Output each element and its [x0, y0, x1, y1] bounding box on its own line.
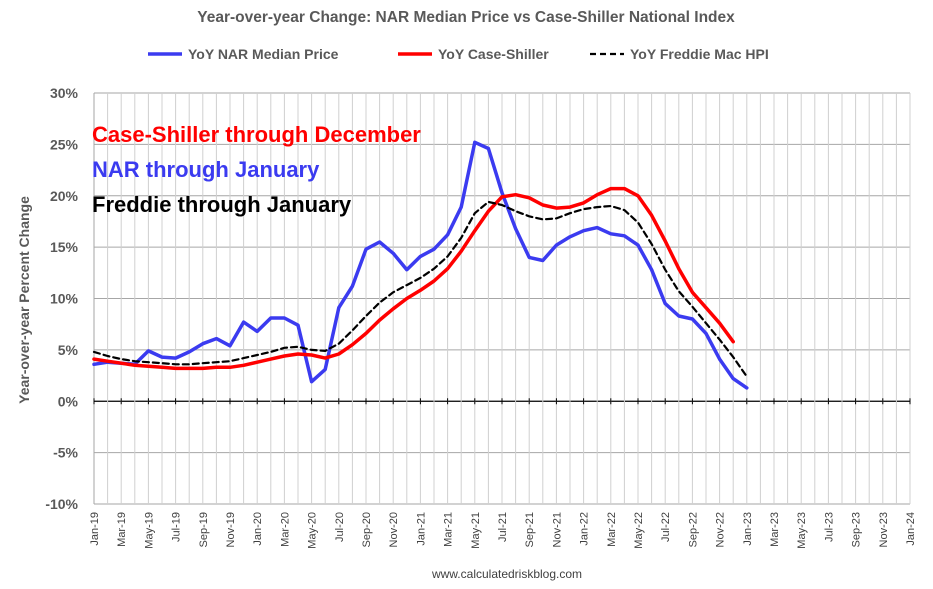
x-tick-label: Sep-21 — [524, 512, 536, 547]
x-tick-label: Jan-24 — [905, 512, 917, 546]
x-tick-label: Sep-20 — [361, 512, 373, 547]
y-tick-label: 15% — [50, 239, 79, 255]
x-tick-label: Mar-23 — [769, 512, 781, 547]
x-tick-label: Sep-19 — [198, 512, 210, 547]
x-tick-label: Mar-20 — [279, 512, 291, 547]
y-tick-label: 5% — [58, 342, 79, 358]
x-tick-label: Jan-20 — [252, 512, 264, 546]
x-tick-label: Sep-23 — [851, 512, 863, 547]
x-tick-label: May-20 — [307, 512, 319, 549]
x-tick-label: Jul-20 — [334, 512, 346, 542]
x-tick-label: May-21 — [470, 512, 482, 549]
x-tick-label: May-23 — [796, 512, 808, 549]
y-tick-label: 30% — [50, 85, 79, 101]
annotations: Case-Shiller through December NAR through… — [92, 122, 421, 217]
x-tick-label: Mar-19 — [116, 512, 128, 547]
chart-title: Year-over-year Change: NAR Median Price … — [197, 9, 735, 26]
y-tick-label: -5% — [53, 445, 78, 461]
legend-label: YoY Case-Shiller — [438, 46, 549, 62]
y-tick-label: 10% — [50, 291, 79, 307]
x-axis-ticks: Jan-19 Mar-19 May-19 Jul-19 Sep-19 Nov-19 Jan-… — [89, 398, 917, 549]
y-axis-label: Year-over-year Percent Change — [16, 196, 32, 404]
y-tick-label: 20% — [50, 188, 79, 204]
x-tick-label: Nov-22 — [715, 512, 727, 547]
x-tick-label: Jul-19 — [171, 512, 183, 542]
y-tick-label: 0% — [58, 393, 79, 409]
x-tick-label: Nov-19 — [225, 512, 237, 547]
x-tick-label: Jan-19 — [89, 512, 101, 546]
annotation-text: Case-Shiller through December — [92, 122, 421, 147]
x-tick-label: Jan-21 — [415, 512, 427, 546]
legend-label: YoY NAR Median Price — [188, 46, 339, 62]
x-tick-label: Jan-23 — [742, 512, 754, 546]
annotation-text: NAR through January — [92, 157, 320, 182]
x-tick-label: Jul-22 — [660, 512, 672, 542]
x-tick-label: May-22 — [633, 512, 645, 549]
x-tick-label: Nov-20 — [388, 512, 400, 547]
x-tick-label: Mar-21 — [443, 512, 455, 547]
legend: YoY NAR Median Price YoY Case-Shiller YoY … — [148, 46, 769, 62]
y-axis-ticks: -10% -5% 0% 5% 10% 15% 20% 25% 30% — [45, 85, 78, 512]
series-lines — [92, 140, 749, 390]
y-tick-label: 25% — [50, 136, 79, 152]
x-tick-label: Nov-21 — [551, 512, 563, 547]
x-tick-label: Jul-23 — [823, 512, 835, 542]
x-tick-label: Jul-21 — [497, 512, 509, 542]
x-tick-label: Sep-22 — [687, 512, 699, 547]
y-tick-label: -10% — [45, 496, 78, 512]
grid — [93, 92, 911, 505]
x-tick-label: Nov-23 — [878, 512, 890, 547]
legend-label: YoY Freddie Mac HPI — [630, 46, 769, 62]
x-tick-label: Jan-22 — [579, 512, 591, 546]
annotation-text: Freddie through January — [92, 192, 352, 217]
x-tick-label: Mar-22 — [606, 512, 618, 547]
x-tick-label: May-19 — [143, 512, 155, 549]
series-line-yoy-freddie-mac-hpi — [92, 200, 748, 378]
source-label: www.calculatedriskblog.com — [431, 567, 582, 581]
series-line-yoy-nar-median-price — [92, 140, 749, 390]
series-line-yoy-case-shiller — [92, 186, 735, 371]
